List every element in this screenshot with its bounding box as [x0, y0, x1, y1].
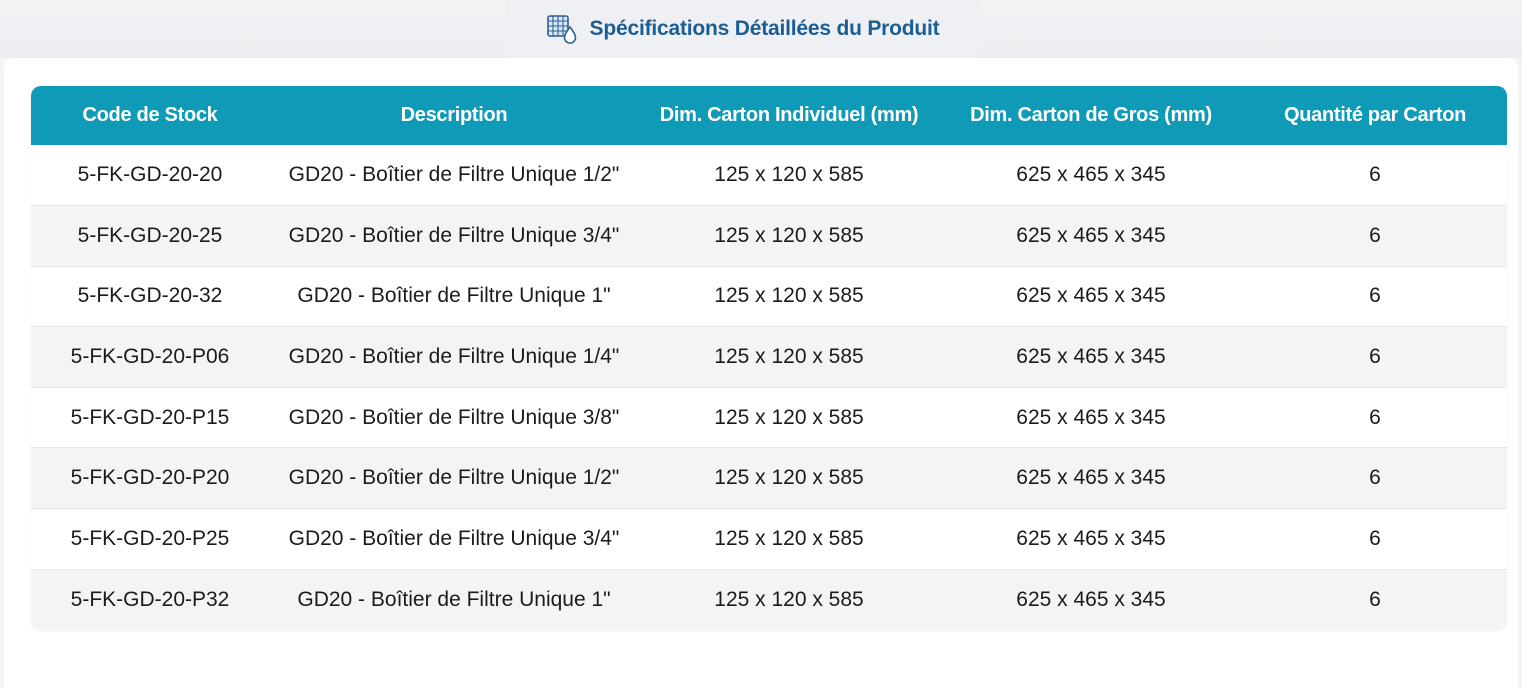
cell-stock-code: 5-FK-GD-20-P25 — [70, 526, 230, 550]
column-header-quantity: Quantité par Carton — [1283, 104, 1467, 126]
filter-specs-icon — [546, 15, 576, 44]
cell-individual-carton: 125 x 120 x 585 — [714, 163, 864, 187]
cell-description: GD20 - Boîtier de Filtre Unique 1/4" — [288, 345, 620, 369]
cell-quantity: 6 — [1369, 223, 1381, 247]
cell-bulk-carton: 625 x 465 x 345 — [1016, 163, 1166, 187]
cell-stock-code: 5-FK-GD-20-P20 — [70, 466, 230, 490]
title-tab: Spécifications Détaillées du Produit — [505, 0, 980, 58]
cell-stock-code: 5-FK-GD-20-32 — [77, 284, 223, 308]
cell-description: GD20 - Boîtier de Filtre Unique 1" — [297, 284, 611, 308]
cell-bulk-carton: 625 x 465 x 345 — [1016, 466, 1166, 490]
table-row: 5-FK-GD-20-P06 GD20 - Boîtier de Filtre … — [31, 326, 1507, 388]
cell-individual-carton: 125 x 120 x 585 — [714, 284, 864, 308]
cell-quantity: 6 — [1369, 345, 1381, 369]
column-header-individual-carton: Dim. Carton Individuel (mm) — [659, 104, 919, 126]
cell-individual-carton: 125 x 120 x 585 — [714, 526, 864, 550]
table-row: 5-FK-GD-20-P32 GD20 - Boîtier de Filtre … — [31, 569, 1507, 630]
table-row: 5-FK-GD-20-25 GD20 - Boîtier de Filtre U… — [31, 205, 1507, 267]
table-header-row: Code de Stock Description Dim. Carton In… — [31, 86, 1507, 145]
cell-bulk-carton: 625 x 465 x 345 — [1016, 405, 1166, 429]
cell-quantity: 6 — [1369, 405, 1381, 429]
cell-stock-code: 5-FK-GD-20-20 — [77, 163, 223, 187]
cell-description: GD20 - Boîtier de Filtre Unique 3/4" — [288, 223, 620, 247]
column-header-bulk-carton: Dim. Carton de Gros (mm) — [970, 104, 1212, 126]
table-row: 5-FK-GD-20-20 GD20 - Boîtier de Filtre U… — [31, 145, 1507, 206]
cell-description: GD20 - Boîtier de Filtre Unique 1/2" — [288, 163, 620, 187]
cell-quantity: 6 — [1369, 163, 1381, 187]
cell-individual-carton: 125 x 120 x 585 — [714, 405, 864, 429]
cell-bulk-carton: 625 x 465 x 345 — [1016, 345, 1166, 369]
table-row: 5-FK-GD-20-P15 GD20 - Boîtier de Filtre … — [31, 387, 1507, 448]
cell-bulk-carton: 625 x 465 x 345 — [1016, 526, 1166, 550]
table-row: 5-FK-GD-20-32 GD20 - Boîtier de Filtre U… — [31, 266, 1507, 327]
cell-bulk-carton: 625 x 465 x 345 — [1016, 587, 1166, 611]
cell-description: GD20 - Boîtier de Filtre Unique 3/8" — [288, 405, 620, 429]
cell-individual-carton: 125 x 120 x 585 — [714, 345, 864, 369]
cell-description: GD20 - Boîtier de Filtre Unique 1/2" — [288, 466, 620, 490]
cell-individual-carton: 125 x 120 x 585 — [714, 223, 864, 247]
cell-stock-code: 5-FK-GD-20-25 — [77, 223, 223, 247]
cell-individual-carton: 125 x 120 x 585 — [714, 587, 864, 611]
cell-description: GD20 - Boîtier de Filtre Unique 3/4" — [288, 526, 620, 550]
cell-stock-code: 5-FK-GD-20-P06 — [70, 345, 230, 369]
cell-bulk-carton: 625 x 465 x 345 — [1016, 223, 1166, 247]
cell-stock-code: 5-FK-GD-20-P15 — [70, 405, 230, 429]
cell-bulk-carton: 625 x 465 x 345 — [1016, 284, 1166, 308]
page-title: Spécifications Détaillées du Produit — [589, 17, 940, 40]
column-header-stock-code: Code de Stock — [82, 104, 218, 126]
cell-stock-code: 5-FK-GD-20-P32 — [70, 587, 230, 611]
cell-description: GD20 - Boîtier de Filtre Unique 1" — [297, 587, 611, 611]
specs-table: Code de Stock Description Dim. Carton In… — [31, 86, 1507, 630]
cell-quantity: 6 — [1369, 526, 1381, 550]
cell-individual-carton: 125 x 120 x 585 — [714, 466, 864, 490]
column-header-description: Description — [400, 104, 508, 126]
cell-quantity: 6 — [1369, 466, 1381, 490]
cell-quantity: 6 — [1369, 284, 1381, 308]
table-row: 5-FK-GD-20-P20 GD20 - Boîtier de Filtre … — [31, 447, 1507, 509]
cell-quantity: 6 — [1369, 587, 1381, 611]
table-row: 5-FK-GD-20-P25 GD20 - Boîtier de Filtre … — [31, 508, 1507, 570]
